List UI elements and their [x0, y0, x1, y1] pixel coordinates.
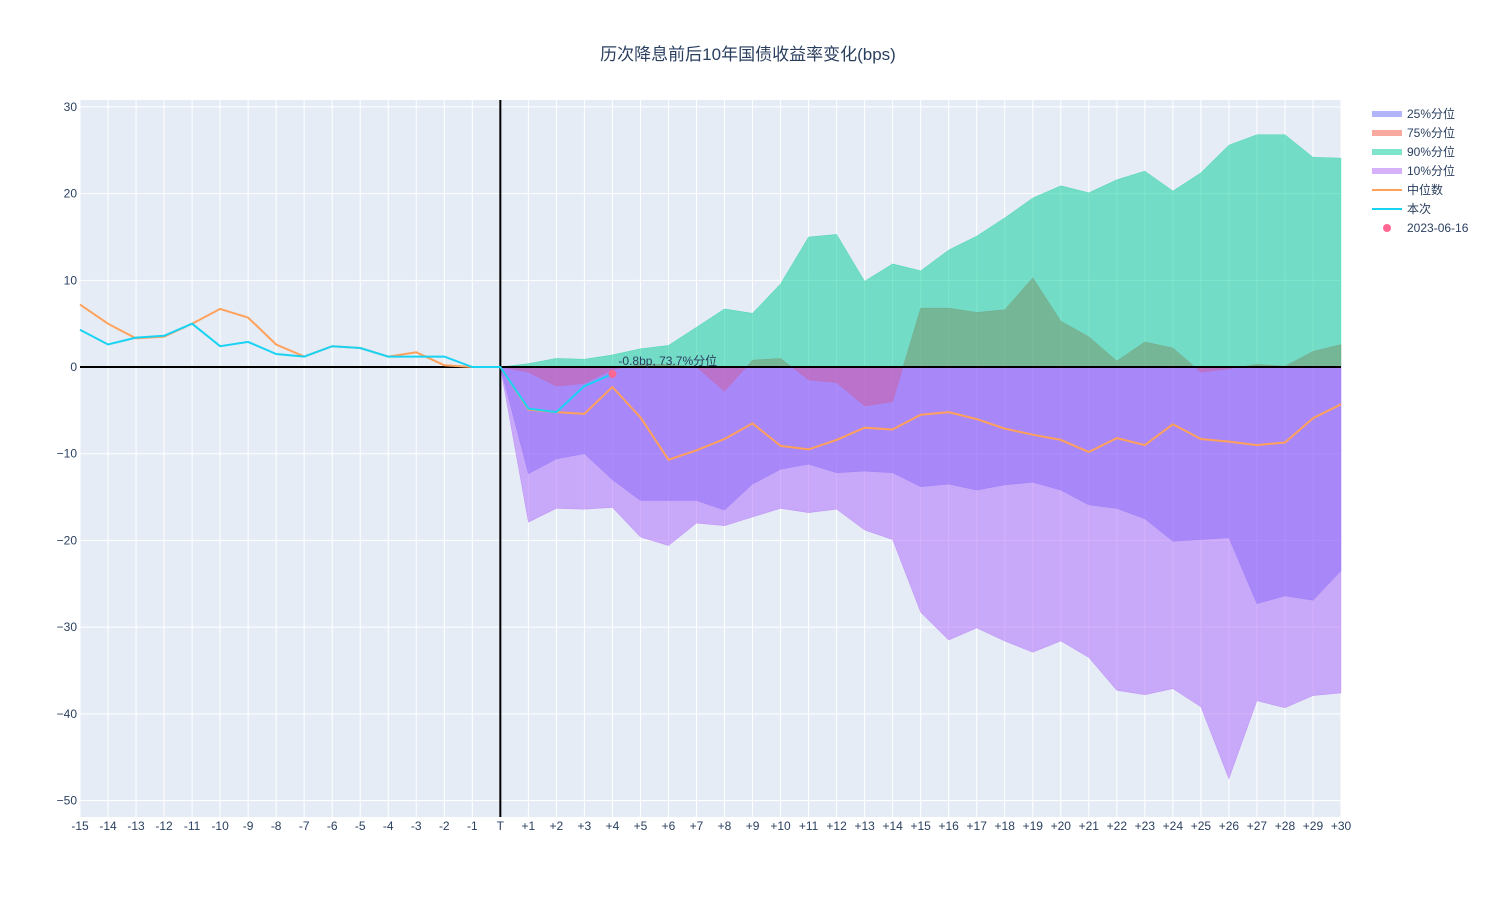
- x-tick-label: +25: [1191, 819, 1212, 833]
- legend-swatch: [1383, 224, 1391, 232]
- y-tick-label: −10: [57, 447, 78, 461]
- x-tick-label: +1: [522, 819, 536, 833]
- x-tick-label: +15: [910, 819, 931, 833]
- x-tick-label: +11: [799, 819, 819, 833]
- chart-title: 历次降息前后10年国债收益率变化(bps): [600, 45, 896, 64]
- x-tick-label: -7: [299, 819, 310, 833]
- x-tick-label: +24: [1163, 819, 1184, 833]
- x-tick-label: +17: [967, 819, 988, 833]
- legend-item[interactable]: 75%分位: [1372, 125, 1455, 140]
- x-tick-label: -1: [467, 819, 478, 833]
- legend-label: 75%分位: [1407, 125, 1455, 140]
- legend-label: 本次: [1407, 202, 1431, 216]
- line-中位数: [79, 303, 1342, 461]
- x-tick-label: -13: [127, 819, 145, 833]
- x-tick-label: T: [497, 819, 505, 833]
- x-tick-label: -2: [439, 819, 450, 833]
- x-tick-label: -15: [71, 819, 89, 833]
- x-tick-label: +23: [1135, 819, 1156, 833]
- x-tick-label: -12: [155, 819, 173, 833]
- area-90%分位: [499, 134, 1342, 368]
- y-tick-label: 10: [64, 273, 78, 287]
- x-tick-label: -4: [383, 819, 394, 833]
- x-tick-label: +28: [1275, 819, 1296, 833]
- legend-label: 10%分位: [1407, 163, 1455, 178]
- x-tick-label: -10: [211, 819, 229, 833]
- x-tick-label: +22: [1107, 819, 1128, 833]
- legend-item[interactable]: 2023-06-16: [1383, 221, 1469, 235]
- legend-swatch: [1372, 111, 1402, 117]
- x-tick-label: +2: [550, 819, 564, 833]
- legend-swatch: [1372, 149, 1402, 155]
- x-tick-label: +14: [882, 819, 903, 833]
- x-tick-label: +9: [746, 819, 760, 833]
- y-tick-label: 30: [64, 100, 78, 114]
- legend-item[interactable]: 90%分位: [1372, 144, 1455, 159]
- legend-label: 中位数: [1407, 182, 1443, 197]
- y-tick-label: −20: [57, 533, 78, 547]
- x-tick-label: -6: [327, 819, 338, 833]
- x-tick-label: +20: [1051, 819, 1072, 833]
- x-tick-label: -3: [411, 819, 422, 833]
- x-tick-label: +16: [939, 819, 960, 833]
- y-tick-label: 20: [64, 187, 78, 201]
- annotation-label: -0.8bp, 73.7%分位: [618, 353, 717, 368]
- legend-label: 25%分位: [1407, 106, 1455, 121]
- x-tick-label: -9: [243, 819, 254, 833]
- x-tick-label: +26: [1219, 819, 1240, 833]
- x-tick-label: +7: [690, 819, 704, 833]
- x-tick-label: +13: [854, 819, 875, 833]
- legend-swatch: [1372, 130, 1402, 136]
- legend-label: 90%分位: [1407, 144, 1455, 159]
- x-tick-label: +8: [718, 819, 732, 833]
- y-tick-label: 0: [70, 360, 77, 374]
- x-tick-label: -8: [271, 819, 282, 833]
- x-tick-label: +29: [1303, 819, 1324, 833]
- x-tick-label: +6: [662, 819, 676, 833]
- x-tick-label: -14: [99, 819, 117, 833]
- x-tick-label: +5: [634, 819, 648, 833]
- x-tick-label: +30: [1331, 819, 1352, 833]
- marker-2023-06-16: [608, 369, 617, 378]
- x-tick-label: +12: [826, 819, 847, 833]
- legend-label: 2023-06-16: [1407, 221, 1469, 235]
- legend-item[interactable]: 25%分位: [1372, 106, 1455, 121]
- x-tick-label: +19: [1023, 819, 1044, 833]
- legend-item[interactable]: 本次: [1372, 202, 1431, 216]
- x-tick-label: +21: [1079, 819, 1100, 833]
- x-tick-label: +4: [606, 819, 620, 833]
- x-tick-label: -11: [184, 819, 201, 833]
- x-tick-label: -5: [355, 819, 366, 833]
- legend-item[interactable]: 10%分位: [1372, 163, 1455, 178]
- x-tick-label: +10: [770, 819, 791, 833]
- legend-item[interactable]: 中位数: [1372, 182, 1443, 197]
- area-10%分位: [499, 366, 1342, 780]
- legend-swatch: [1372, 168, 1402, 174]
- y-tick-label: −50: [57, 794, 78, 808]
- x-tick-label: +27: [1247, 819, 1268, 833]
- line-本次: [79, 322, 613, 414]
- x-tick-label: +3: [578, 819, 592, 833]
- y-tick-label: −30: [57, 620, 78, 634]
- y-tick-label: −40: [57, 707, 78, 721]
- x-tick-label: +18: [995, 819, 1016, 833]
